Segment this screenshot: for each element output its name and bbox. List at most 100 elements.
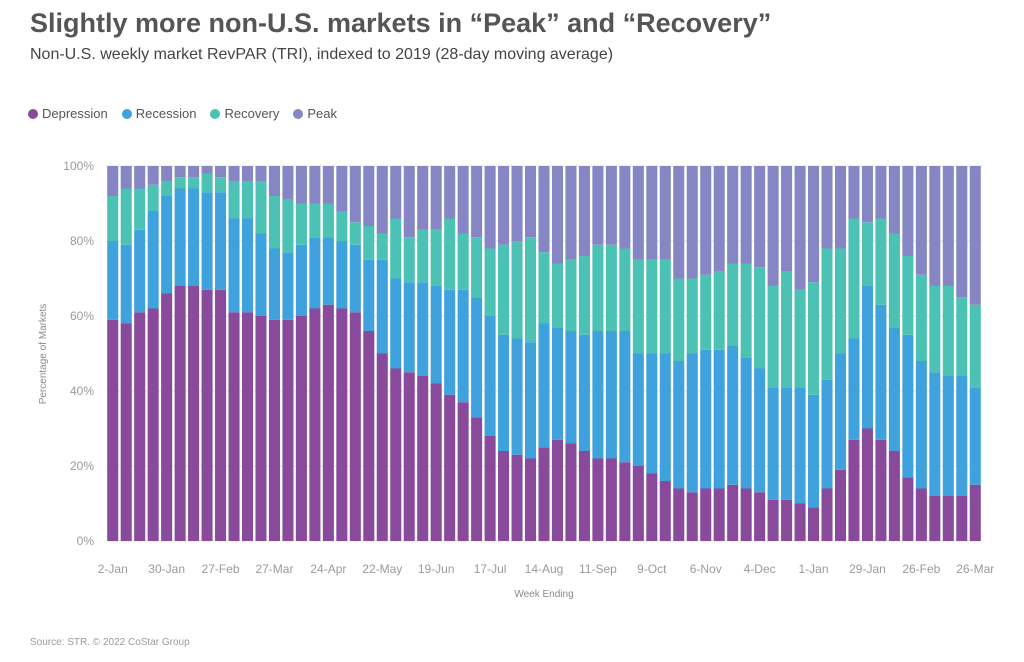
bar-segment-recovery [215,177,227,193]
legend-item-recession: Recession [121,106,197,121]
bar-segment-recession [430,286,442,384]
bar-segment-recession [228,218,240,313]
bar-segment-depression [632,466,644,541]
bar-segment-recession [673,361,685,489]
bar-segment-recovery [902,256,914,335]
bar-segment-peak [700,166,712,275]
bar-segment-peak [821,166,833,249]
bar-segment-recession [781,387,793,500]
bar-segment-recovery [605,244,617,331]
y-tick-label: 80% [70,234,94,248]
bar-segment-recession [632,353,644,466]
bar-segment-depression [498,451,510,541]
bar-segment-recession [969,387,981,485]
bar-segment-depression [740,488,752,541]
bar-segment-recession [215,192,227,290]
bar-segment-recession [188,188,200,286]
x-tick-label: 30-Jan [148,562,185,576]
bar-segment-recovery [538,252,550,324]
bar-segment-recession [471,297,483,418]
bar-segment-peak [565,166,577,260]
bar-segment-depression [282,319,294,541]
bar-segment-recession [578,334,590,451]
bar-segment-recovery [834,248,847,354]
bar-segment-peak [740,166,752,264]
bar-segment-recession [888,327,900,451]
bar-segment-peak [686,166,698,279]
bar-segment-recovery [915,274,927,361]
bar-segment-recession [808,394,820,508]
bar-segment-peak [107,166,119,196]
bar-segment-recession [754,368,766,493]
bar-segment-recovery [632,259,644,354]
bar-segment-recession [592,331,604,459]
bar-segment-depression [915,488,927,541]
bar-segment-depression [484,436,496,541]
bar-segment-depression [538,447,550,541]
bar-segment-recession [349,244,361,313]
bar-segment-depression [942,496,954,541]
x-tick-label: 1-Jan [799,562,829,576]
bar-segment-depression [511,454,523,541]
bar-segment-peak [646,166,658,260]
bar-segment-recession [201,192,213,290]
bar-segment-depression [161,293,173,541]
bar-segment-peak [834,166,847,249]
x-tick-label: 22-May [362,562,402,576]
bar-segment-depression [727,484,739,541]
bar-segment-recession [363,259,375,331]
bar-segment-peak [511,166,523,241]
bar-segment-depression [215,289,227,541]
bar-segment-recovery [457,233,469,290]
bar-segment-peak [484,166,496,249]
bar-segment-recovery [484,248,496,316]
y-tick-label: 20% [70,459,94,473]
bar-segment-depression [457,402,469,541]
bar-segment-depression [349,312,361,541]
bar-segment-peak [578,166,590,256]
bars [107,166,981,541]
bar-segment-peak [727,166,739,264]
legend-swatch-recession [121,108,132,119]
bar-segment-peak [349,166,361,223]
legend-label-depression: Depression [42,106,108,121]
bar-segment-recovery [188,177,200,189]
bar-segment-peak [525,166,537,238]
bar-segment-recession [147,211,159,309]
bar-segment-recovery [430,229,442,286]
y-tick-label: 100% [63,159,94,173]
bar-segment-peak [295,166,307,204]
bar-segment-depression [929,496,941,541]
bar-segment-peak [228,166,240,181]
bar-segment-depression [767,499,779,541]
bar-segment-peak [471,166,483,238]
bar-segment-depression [686,492,698,541]
bar-segment-peak [336,166,348,211]
bar-segment-depression [268,319,280,541]
bar-segment-recession [659,353,671,481]
legend-label-recession: Recession [135,106,197,121]
bar-segment-peak [390,166,402,219]
bar-segment-recovery [754,267,766,369]
bar-segment-recovery [134,188,146,230]
bar-segment-recession [309,237,321,309]
bar-segment-recession [942,376,954,496]
bar-segment-recovery [551,263,563,328]
bar-segment-recession [794,387,806,504]
bar-segment-recession [417,282,429,376]
bar-segment-peak [268,166,280,196]
bar-segment-recovery [686,278,698,354]
bar-segment-recession [686,353,698,493]
x-tick-label: 27-Feb [202,562,240,576]
bar-segment-depression [848,439,860,541]
x-axis-ticks: 2-Jan 30-Jan 27-Feb 27-Mar 24-Apr 22-May 19-Ju… [98,562,995,576]
bar-segment-peak [120,166,132,189]
bar-segment-depression [781,499,793,541]
bar-segment-recovery [578,256,590,335]
bar-segment-peak [888,166,900,234]
bar-segment-depression [120,323,132,541]
bar-segment-recovery [592,244,604,331]
bar-segment-depression [444,394,456,541]
bar-segment-recovery [875,218,887,305]
